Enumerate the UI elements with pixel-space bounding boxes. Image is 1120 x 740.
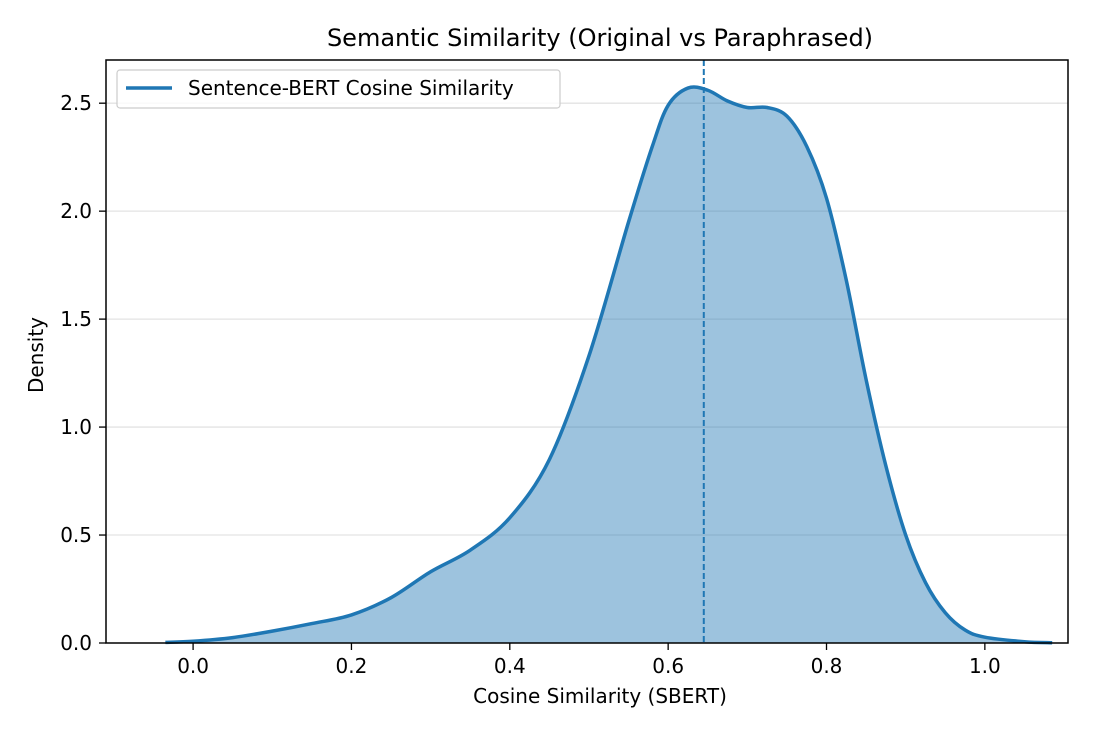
- x-tick-label: 0.2: [336, 654, 368, 678]
- legend: Sentence-BERT Cosine Similarity: [116, 69, 561, 109]
- density-area: [165, 87, 1053, 644]
- x-tick-label: 0.4: [494, 654, 526, 678]
- x-tick-label: 0.0: [177, 654, 209, 678]
- y-axis-label: Density: [24, 317, 48, 393]
- x-tick-label: 1.0: [969, 654, 1001, 678]
- y-tick-label: 1.0: [60, 415, 92, 439]
- y-tick-label: 2.5: [60, 91, 92, 115]
- density-line: [165, 85, 1053, 645]
- axis-layer: 0.0 0.5 1.0 1.5 2.0 2.5 0.0 0.2 0.4 0.6 0.8 1.0: [60, 91, 1001, 678]
- grid-layer: [106, 102, 1068, 536]
- y-tick-label: 0.0: [60, 631, 92, 655]
- x-tick-label: 0.6: [652, 654, 684, 678]
- x-axis-label: Cosine Similarity (SBERT): [473, 684, 727, 708]
- legend-label: Sentence-BERT Cosine Similarity: [188, 76, 514, 100]
- y-tick-label: 0.5: [60, 523, 92, 547]
- x-tick-label: 0.8: [811, 654, 843, 678]
- data-layer: [165, 60, 1053, 645]
- plot-frame: [105, 59, 1069, 644]
- y-tick-label: 1.5: [60, 307, 92, 331]
- chart-title: Semantic Similarity (Original vs Paraphr…: [327, 24, 873, 52]
- y-tick-label: 2.0: [60, 199, 92, 223]
- legend-box: [116, 69, 561, 109]
